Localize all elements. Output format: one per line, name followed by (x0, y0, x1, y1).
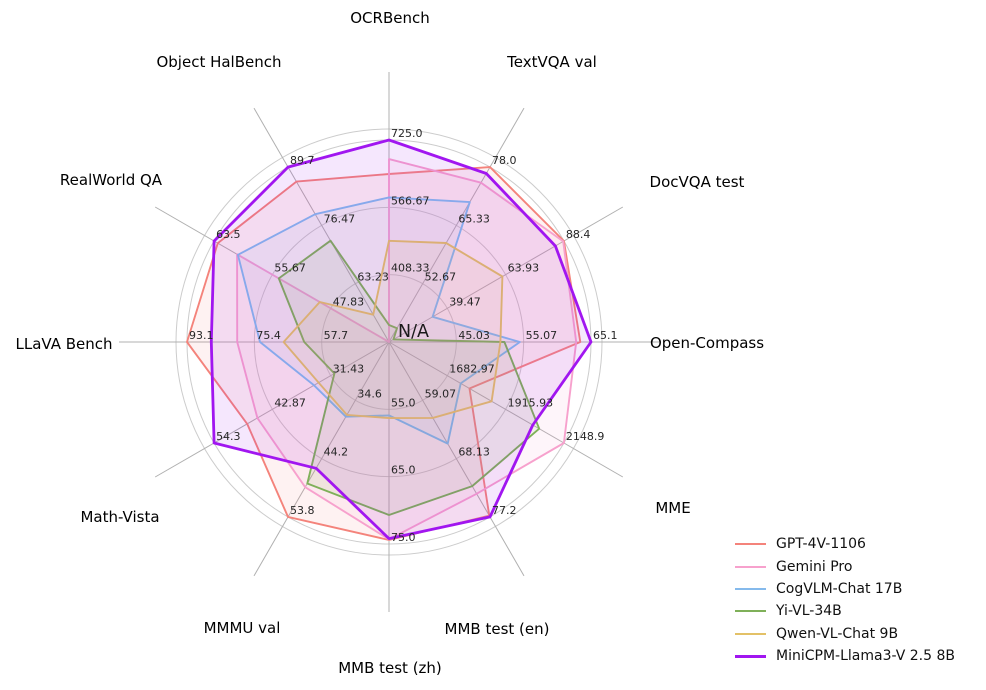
tick-label-textvqa-val-0: 78.0 (492, 154, 517, 167)
tick-label-mmmu-val-0: 53.8 (290, 504, 315, 517)
axis-spoke-mme (388, 341, 624, 478)
axis-title-mmmu-val: MMMU val (204, 619, 281, 637)
axis-spoke-textvqa-val (388, 107, 525, 343)
axis-spoke-docvqa-test (388, 206, 624, 343)
series-polygon-yi-vl-34b (277, 239, 541, 516)
axis-title-mmb-test-zh: MMB test (zh) (338, 659, 442, 677)
tick-label-docvqa-test-2: 39.47 (449, 295, 481, 308)
legend-line-swatch (735, 565, 766, 568)
axis-title-realworld-qa: RealWorld QA (60, 171, 163, 189)
legend-item-qwen-vl-chat-9b: Qwen-VL-Chat 9B (735, 623, 955, 645)
tick-label-mmb-test-en-2: 59.07 (425, 387, 457, 400)
tick-label-ocrbench-2: 408.33 (391, 262, 430, 275)
tick-label-open-compass-1: 55.07 (526, 329, 558, 342)
axis-title-llava-bench: LLaVA Bench (15, 335, 112, 353)
legend-line-swatch (735, 587, 766, 590)
tick-label-llava-bench-0: 93.1 (189, 329, 214, 342)
tick-label-mme-1: 1915.93 (508, 396, 554, 409)
axis-title-textvqa-val: TextVQA val (506, 53, 597, 71)
center-na-label: N/A (398, 322, 429, 342)
axis-title-open-compass: Open-Compass (650, 334, 764, 352)
legend-item-gemini-pro: Gemini Pro (735, 555, 955, 577)
tick-label-mmb-test-zh-1: 65.0 (391, 464, 416, 477)
axis-title-ocrbench: OCRBench (350, 9, 429, 27)
tick-label-llava-bench-1: 75.4 (256, 329, 281, 342)
axis-title-math-vista: Math-Vista (80, 508, 159, 526)
legend-label: CogVLM-Chat 17B (776, 580, 903, 597)
tick-label-object-halbench-1: 76.47 (324, 212, 356, 225)
tick-label-open-compass-2: 45.03 (458, 329, 490, 342)
chart-legend: GPT-4V-1106 Gemini Pro CogVLM-Chat 17B Y… (735, 533, 955, 667)
axis-title-object-halbench: Object HalBench (156, 53, 281, 71)
tick-label-mmmu-val-2: 34.6 (357, 387, 382, 400)
tick-label-object-halbench-2: 63.23 (357, 271, 389, 284)
legend-item-minicpm-llama3-v-2-5-8b: MiniCPM-Llama3-V 2.5 8B (735, 645, 955, 667)
axis-spoke-mmmu-val (253, 341, 390, 577)
legend-line-swatch (735, 543, 766, 546)
tick-label-textvqa-val-1: 65.33 (458, 212, 490, 225)
legend-line-swatch (735, 654, 766, 658)
legend-label: Gemini Pro (776, 558, 853, 575)
axis-spoke-mmb-test-en (388, 341, 525, 577)
legend-line-swatch (735, 632, 766, 635)
tick-label-docvqa-test-0: 88.4 (566, 228, 591, 241)
axis-spoke-math-vista (154, 341, 390, 478)
legend-label: GPT-4V-1106 (776, 536, 866, 553)
tick-label-mmb-test-en-0: 77.2 (492, 504, 517, 517)
tick-label-ocrbench-0: 725.0 (391, 127, 423, 140)
tick-label-realworld-qa-1: 55.67 (274, 262, 306, 275)
series-polygon-minicpm-llama3-v-2-5-8b (209, 138, 593, 540)
legend-label: Qwen-VL-Chat 9B (776, 625, 899, 642)
tick-label-mme-0: 2148.9 (566, 430, 605, 443)
legend-label: MiniCPM-Llama3-V 2.5 8B (776, 648, 955, 665)
tick-label-ocrbench-1: 566.67 (391, 194, 430, 207)
tick-label-realworld-qa-0: 63.5 (216, 228, 241, 241)
legend-item-yi-vl-34b: Yi-VL-34B (735, 600, 955, 622)
tick-label-llava-bench-2: 57.7 (324, 329, 349, 342)
series-polygon-cogvlm-chat-17b (236, 196, 521, 445)
tick-label-math-vista-2: 31.43 (333, 363, 365, 376)
tick-label-math-vista-0: 54.3 (216, 430, 241, 443)
axis-title-docvqa-test: DocVQA test (650, 173, 745, 191)
legend-label: Yi-VL-34B (776, 603, 842, 620)
tick-label-math-vista-1: 42.87 (274, 396, 306, 409)
tick-label-mmb-test-en-1: 68.13 (458, 446, 490, 459)
tick-label-mmmu-val-1: 44.2 (324, 446, 349, 459)
tick-label-mmb-test-zh-2: 55.0 (391, 396, 416, 409)
tick-label-docvqa-test-1: 63.93 (508, 262, 540, 275)
tick-label-open-compass-0: 65.1 (593, 329, 618, 342)
axis-title-mme: MME (655, 499, 690, 517)
tick-label-textvqa-val-2: 52.67 (425, 271, 457, 284)
tick-label-mmb-test-zh-0: 75.0 (391, 531, 416, 544)
tick-label-realworld-qa-2: 47.83 (333, 295, 365, 308)
legend-line-swatch (735, 610, 766, 613)
axis-spoke-object-halbench (253, 107, 390, 343)
tick-label-mme-2: 1682.97 (449, 363, 495, 376)
tick-label-object-halbench-0: 89.7 (290, 154, 315, 167)
axis-title-mmb-test-en: MMB test (en) (445, 620, 550, 638)
legend-item-cogvlm-chat-17b: CogVLM-Chat 17B (735, 578, 955, 600)
legend-item-gpt-4v-1106: GPT-4V-1106 (735, 533, 955, 555)
series-polygon-qwen-vl-chat-9b (282, 239, 504, 420)
